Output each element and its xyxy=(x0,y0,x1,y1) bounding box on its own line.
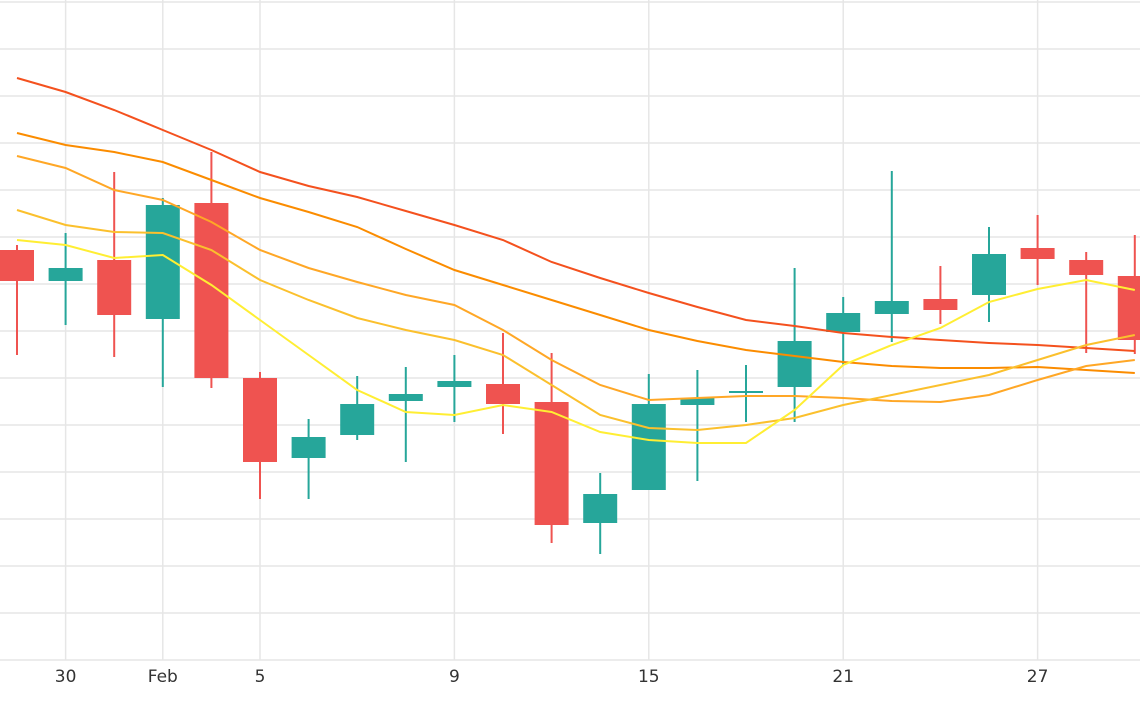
x-tick-label: 5 xyxy=(255,667,266,687)
candle-body xyxy=(291,437,326,458)
candle-body xyxy=(826,313,861,332)
x-tick-label: 27 xyxy=(1027,667,1049,687)
candle-body xyxy=(194,203,229,378)
moving-average-line xyxy=(16,77,1135,352)
candle-body xyxy=(680,398,715,405)
candle-body xyxy=(972,254,1006,295)
candle-body xyxy=(534,402,569,525)
moving-average-line xyxy=(16,239,1136,444)
candle-body xyxy=(729,391,763,393)
x-tick-label: 9 xyxy=(449,667,460,687)
moving-average-line xyxy=(16,209,1136,432)
candle-body xyxy=(97,260,132,315)
candle-body xyxy=(0,250,34,281)
candle-body xyxy=(631,404,666,490)
candle-body xyxy=(437,381,472,387)
candle-body xyxy=(1117,276,1140,340)
candle-body xyxy=(1069,260,1104,275)
candle-body xyxy=(777,341,812,387)
x-tick-label: 15 xyxy=(638,667,660,687)
x-tick-label: 30 xyxy=(55,667,77,687)
candle-body xyxy=(486,384,520,404)
candle-body xyxy=(874,301,909,314)
moving-average-line xyxy=(16,132,1135,374)
candle-body xyxy=(388,394,423,401)
candle-body xyxy=(1020,248,1055,259)
moving-average-line xyxy=(16,155,1135,404)
candle-body xyxy=(243,378,277,462)
candle-body xyxy=(583,494,618,523)
x-tick-label: Feb xyxy=(148,667,178,687)
candle-body xyxy=(48,268,83,281)
candle-body xyxy=(923,299,958,310)
x-tick-label: 21 xyxy=(832,667,854,687)
candle-body xyxy=(340,404,375,435)
